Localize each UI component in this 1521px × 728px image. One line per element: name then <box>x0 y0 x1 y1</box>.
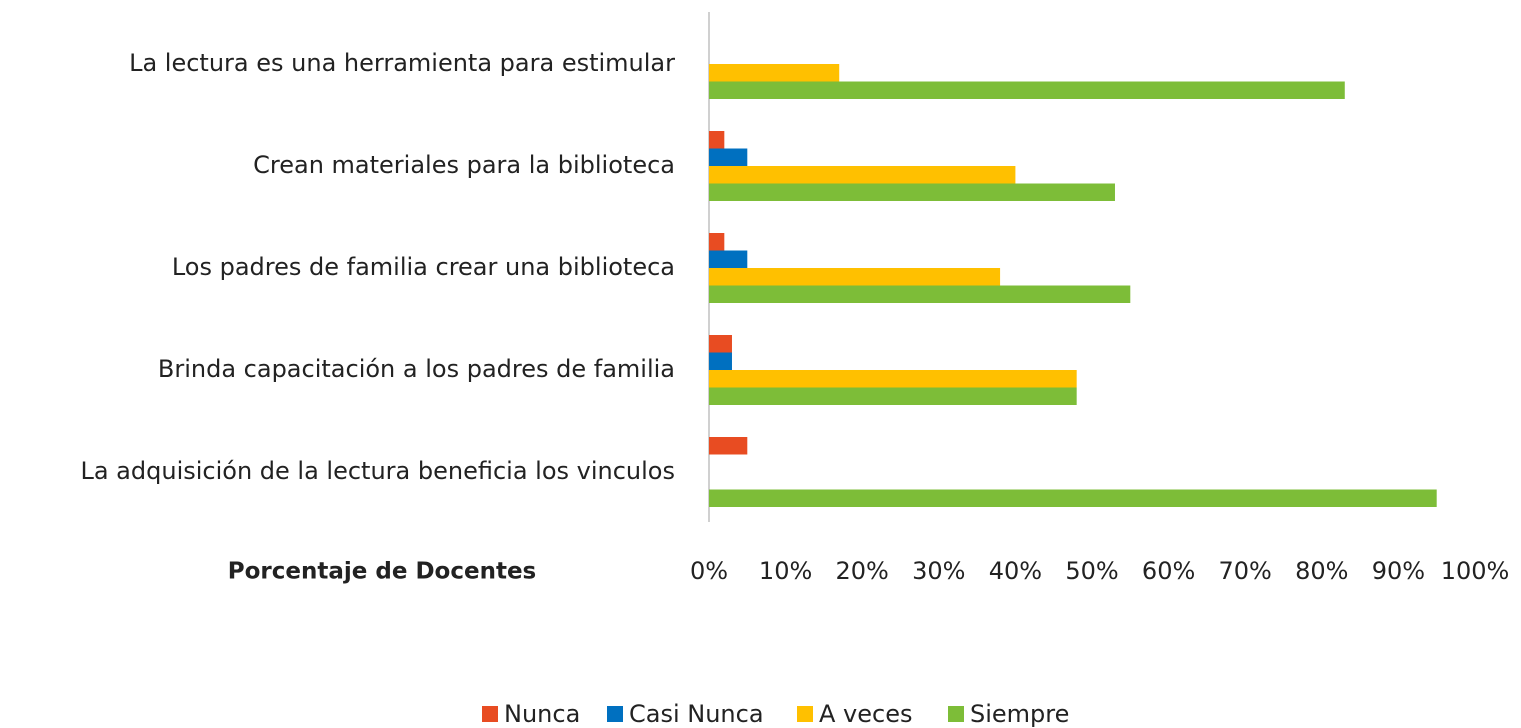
bar <box>709 335 732 353</box>
bar <box>709 437 748 455</box>
bar <box>709 233 725 251</box>
legend-label: Casi Nunca <box>629 700 764 728</box>
y-tick-label: La adquisición de la lectura beneficia l… <box>80 457 675 485</box>
y-tick-label: Los padres de familia crear una bibliote… <box>172 253 675 281</box>
y-tick-label: Brinda capacitación a los padres de fami… <box>158 355 675 383</box>
bar <box>709 268 1001 286</box>
x-tick-label: 50% <box>1065 557 1118 585</box>
y-tick-label: Crean materiales para la biblioteca <box>253 151 675 179</box>
bar <box>709 166 1016 184</box>
bar <box>709 183 1115 201</box>
legend-swatch <box>607 706 623 722</box>
x-tick-label: 70% <box>1219 557 1272 585</box>
x-tick-label: 40% <box>989 557 1042 585</box>
bar <box>709 489 1437 507</box>
bar <box>709 352 732 370</box>
bar <box>709 64 840 82</box>
legend-label: A veces <box>819 700 912 728</box>
x-tick-label: 10% <box>759 557 812 585</box>
bar <box>709 81 1345 99</box>
legend-label: Nunca <box>504 700 580 728</box>
bar <box>709 370 1077 388</box>
bar <box>709 250 748 268</box>
x-tick-label: 20% <box>836 557 889 585</box>
bar <box>709 387 1077 405</box>
legend-swatch <box>948 706 964 722</box>
bar <box>709 148 748 166</box>
legend-swatch <box>797 706 813 722</box>
x-tick-label: 80% <box>1295 557 1348 585</box>
x-tick-label: 100% <box>1441 557 1510 585</box>
x-axis-label: Porcentaje de Docentes <box>228 559 536 585</box>
x-tick-label: 30% <box>912 557 965 585</box>
legend-swatch <box>482 706 498 722</box>
bar <box>709 131 725 149</box>
bar <box>709 285 1131 303</box>
y-tick-label: La lectura es una herramienta para estim… <box>129 49 675 77</box>
legend-label: Siempre <box>970 700 1069 728</box>
x-tick-label: 60% <box>1142 557 1195 585</box>
x-tick-label: 90% <box>1372 557 1425 585</box>
x-tick-label: 0% <box>690 557 728 585</box>
